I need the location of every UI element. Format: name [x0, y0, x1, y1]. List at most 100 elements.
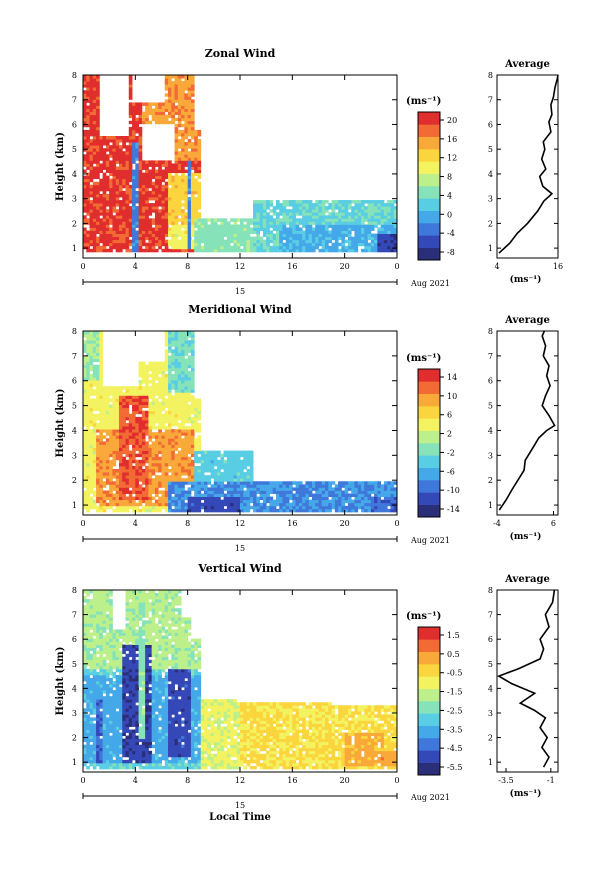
heatmap-cell: [292, 246, 296, 249]
heatmap-cell: [83, 362, 87, 365]
heatmap-cell: [90, 200, 94, 203]
heatmap-cell: [96, 343, 100, 346]
average-x-label: (ms⁻¹): [510, 531, 542, 542]
heatmap-cell: [132, 475, 136, 478]
heatmap-cell: [99, 478, 103, 481]
heatmap-cell: [181, 466, 185, 469]
heatmap-cell: [162, 481, 166, 484]
heatmap-cell: [361, 509, 365, 512]
heatmap-cell: [335, 203, 339, 206]
heatmap-cell: [83, 441, 87, 444]
heatmap-cell: [217, 478, 221, 481]
heatmap-cell: [93, 237, 97, 240]
heatmap-cell: [96, 478, 100, 481]
heatmap-cell: [348, 509, 352, 512]
heatmap-cell: [83, 466, 87, 469]
heatmap-cell: [145, 411, 149, 414]
heatmap-cell: [93, 380, 97, 383]
heatmap-cell: [165, 484, 169, 487]
heatmap-cell: [158, 432, 162, 435]
heatmap-cell: [99, 484, 103, 487]
heatmap-cell: [83, 371, 87, 374]
heatmap-cell: [99, 411, 103, 414]
heatmap-cell: [348, 484, 352, 487]
heatmap-cell: [309, 215, 313, 218]
heatmap-cell: [83, 463, 87, 466]
heatmap-cell: [175, 188, 179, 191]
heatmap-cell: [361, 215, 365, 218]
heatmap-cell: [126, 185, 130, 188]
heatmap-cell: [335, 215, 339, 218]
panel-title: Meridional Wind: [188, 303, 292, 316]
heatmap-cell: [191, 356, 195, 359]
heatmap-cell: [302, 490, 306, 493]
heatmap-cell: [93, 429, 97, 432]
heatmap-cell: [122, 185, 126, 188]
heatmap-cell: [224, 240, 228, 243]
heatmap-cell: [162, 402, 166, 405]
heatmap-cell: [139, 212, 143, 215]
heatmap-cell: [181, 469, 185, 472]
heatmap-cell: [305, 218, 309, 221]
heatmap-cell: [197, 435, 201, 438]
heatmap-cell: [354, 212, 358, 215]
heatmap-cell: [214, 231, 218, 234]
heatmap-cell: [253, 240, 257, 243]
heatmap-cell: [162, 106, 166, 109]
heatmap-cell: [139, 185, 143, 188]
heatmap-cell: [358, 500, 362, 503]
heatmap-cell: [332, 218, 336, 221]
colorbar-segment: [418, 443, 440, 456]
heatmap-cell: [302, 212, 306, 215]
heatmap-cell: [83, 106, 87, 109]
heatmap-cell: [152, 112, 156, 115]
heatmap-cell: [289, 487, 293, 490]
heatmap-cell: [116, 212, 120, 215]
heatmap-cell: [371, 484, 375, 487]
heatmap-cell: [279, 490, 283, 493]
heatmap-cell: [253, 200, 257, 203]
heatmap-cell: [237, 478, 241, 481]
heatmap-cell: [197, 163, 201, 166]
heatmap-cell: [106, 240, 110, 243]
heatmap-cell: [194, 478, 198, 481]
heatmap-cell: [191, 487, 195, 490]
heatmap-cell: [129, 191, 133, 194]
heatmap-cell: [152, 487, 156, 490]
heatmap-cell: [214, 451, 218, 454]
heatmap-cell: [269, 500, 273, 503]
heatmap-cell: [250, 469, 254, 472]
heatmap-cell: [93, 121, 97, 124]
heatmap-cell: [348, 243, 352, 246]
heatmap-cell: [184, 435, 188, 438]
heatmap-cell: [86, 420, 90, 423]
heatmap-cell: [315, 246, 319, 249]
heatmap-cell: [328, 231, 332, 234]
heatmap-cell: [139, 148, 143, 151]
heatmap-cell: [319, 500, 323, 503]
heatmap-cell: [233, 503, 237, 506]
heatmap-cell: [145, 121, 149, 124]
heatmap-cell: [106, 490, 110, 493]
heatmap-cell: [240, 490, 244, 493]
heatmap-cell: [90, 411, 94, 414]
heatmap-cell: [315, 237, 319, 240]
heatmap-cell: [237, 246, 241, 249]
heatmap-cell: [283, 221, 287, 224]
heatmap-cell: [132, 451, 136, 454]
heatmap-cell: [387, 212, 391, 215]
heatmap-cell: [188, 349, 192, 352]
heatmap-cell: [188, 224, 192, 227]
heatmap-cell: [184, 426, 188, 429]
heatmap-cell: [112, 191, 116, 194]
heatmap-cell: [240, 234, 244, 237]
heatmap-cell: [171, 99, 175, 102]
heatmap-cell: [129, 231, 133, 234]
heatmap-cell: [348, 506, 352, 509]
heatmap-cell: [243, 503, 247, 506]
heatmap-cell: [158, 500, 162, 503]
heatmap-cell: [165, 417, 169, 420]
heatmap-cell: [129, 484, 133, 487]
heatmap-cell: [155, 212, 159, 215]
heatmap-cell: [132, 408, 136, 411]
